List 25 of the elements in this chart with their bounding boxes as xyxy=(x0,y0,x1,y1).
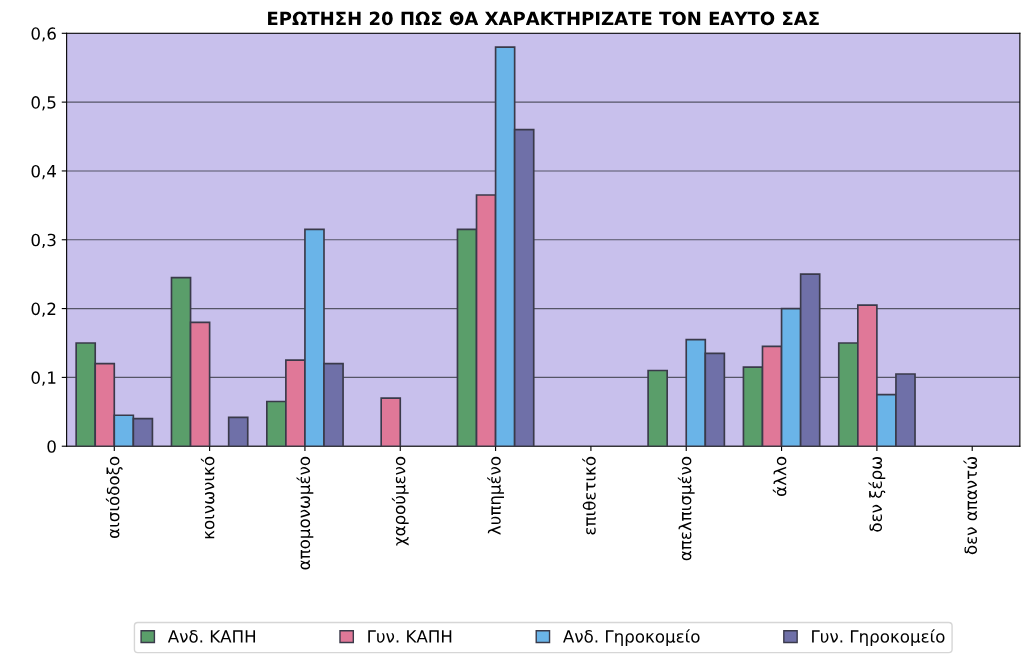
y-tick-label: 0,4 xyxy=(31,164,56,180)
y-tick-label: 0,3 xyxy=(31,233,56,249)
x-tick-label: επιθετικό xyxy=(582,456,596,535)
y-tick-label: 0,5 xyxy=(31,96,56,111)
x-tick-label: αισιόδοξο xyxy=(105,456,123,538)
x-tick-label: απομονωμένο xyxy=(296,456,314,570)
y-tick-label: 0 xyxy=(47,440,56,453)
x-tick-label: δεν ξέρω xyxy=(868,457,886,532)
x-tick-label: λυπημένο xyxy=(487,456,504,535)
x-tick-label: δεν απαντώ xyxy=(963,457,978,555)
chart-title: ΕΡΩΤΗΣΗ 20 ΠΩΣ ΘΑ ΧΑΡΑΚΤΗΡΙΖΑΤΕ ΤΟΝ ΕΑΥΤΟ ΣΑΣ xyxy=(268,11,819,26)
bar xyxy=(647,369,669,447)
legend-label: Ανδ. Γηροκομείο xyxy=(563,629,700,646)
bar xyxy=(380,397,402,447)
x-tick-label: άλλο xyxy=(772,456,787,496)
legend-label: Γυν. Γηροκομείο xyxy=(812,629,945,646)
y-tick-label: 0,2 xyxy=(31,302,56,317)
bar xyxy=(227,416,249,447)
y-tick-label: 0,6 xyxy=(31,27,56,42)
legend-label: Ανδ. ΚΑΠΗ xyxy=(167,630,256,643)
y-tick-label: 0,1 xyxy=(31,371,56,386)
legend-label: Γυν. ΚΑΠΗ xyxy=(368,630,452,643)
x-tick-label: απελπισμένο xyxy=(677,456,695,561)
x-tick-label: χαρούμενο xyxy=(391,456,409,546)
x-tick-label: κοινωνικό xyxy=(200,456,215,539)
